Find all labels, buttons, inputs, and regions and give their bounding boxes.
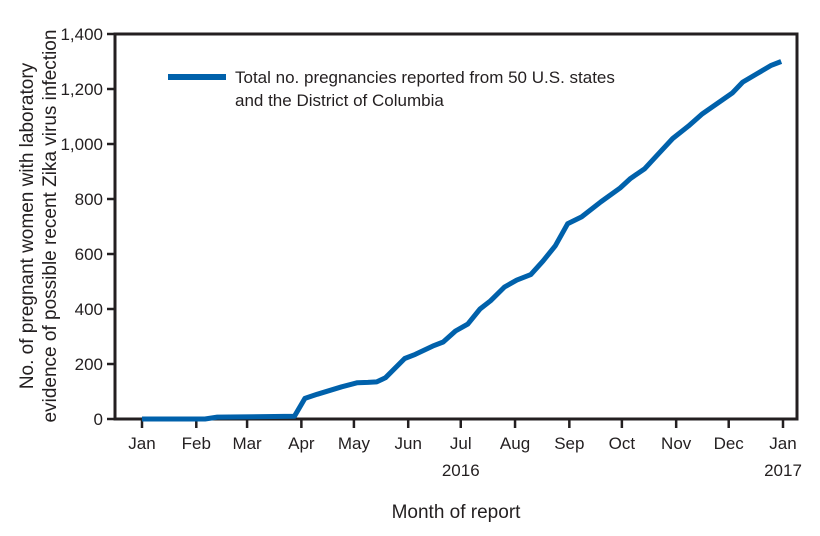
legend-label: Total no. pregnancies reported from 50 U… xyxy=(235,68,615,87)
x-tick-label: Mar xyxy=(232,434,262,453)
y-axis-label-line-2: evidence of possible recent Zika virus i… xyxy=(40,30,61,423)
plot-frame xyxy=(115,34,797,419)
year-label: 2017 xyxy=(764,461,802,480)
x-tick-label: Dec xyxy=(714,434,745,453)
y-tick-label: 1,400 xyxy=(60,25,103,44)
series-line xyxy=(142,62,781,420)
y-axis-label-line-1: No. of pregnant women with laboratory xyxy=(17,62,38,389)
y-tick-label: 1,200 xyxy=(60,80,103,99)
x-tick-label: Jun xyxy=(394,434,421,453)
x-tick-label: Aug xyxy=(500,434,530,453)
x-tick-label: Nov xyxy=(661,434,692,453)
y-tick-label: 1,000 xyxy=(60,135,103,154)
year-label: 2016 xyxy=(442,461,480,480)
y-tick-label: 400 xyxy=(75,300,103,319)
x-tick-label: Jul xyxy=(450,434,472,453)
y-tick-label: 800 xyxy=(75,190,103,209)
x-tick-label: Oct xyxy=(609,434,636,453)
x-tick-label: Jan xyxy=(769,434,796,453)
x-tick-label: May xyxy=(338,434,371,453)
x-tick-label: Jan xyxy=(128,434,155,453)
y-tick-label: 0 xyxy=(94,410,103,429)
x-tick-label: Sep xyxy=(554,434,584,453)
x-axis-label: Month of report xyxy=(392,502,522,523)
y-tick-label: 600 xyxy=(75,245,103,264)
legend-label: and the District of Columbia xyxy=(235,91,444,110)
x-tick-label: Feb xyxy=(182,434,211,453)
y-tick-label: 200 xyxy=(75,355,103,374)
x-tick-label: Apr xyxy=(288,434,315,453)
